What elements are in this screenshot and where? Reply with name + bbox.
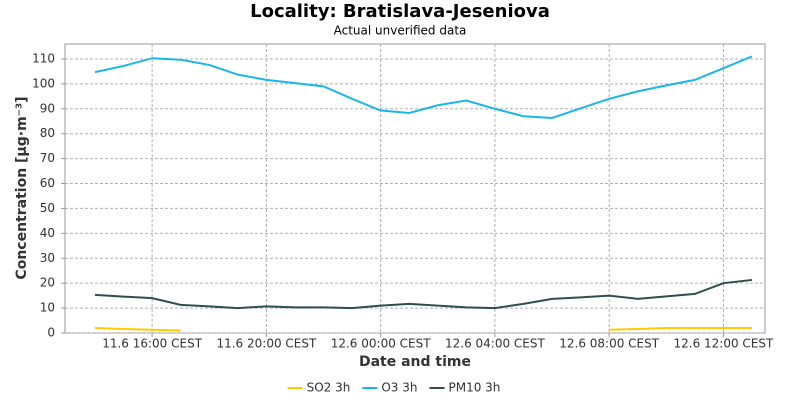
y-tick-label: 80: [40, 126, 55, 140]
x-tick-label: 12.6 04:00 CEST: [445, 337, 546, 351]
x-tick-label: 11.6 16:00 CEST: [102, 337, 203, 351]
y-tick-label: 100: [32, 76, 55, 90]
y-tick-label: 60: [40, 176, 55, 190]
legend-label: O3 3h: [381, 381, 417, 395]
chart-title: Locality: Bratislava-Jeseniova: [250, 1, 550, 22]
x-tick-label: 11.6 20:00 CEST: [216, 337, 317, 351]
x-tick-label: 12.6 08:00 CEST: [559, 337, 660, 351]
x-tick-label: 12.6 00:00 CEST: [331, 337, 432, 351]
y-axis-title: Concentration [µg·m⁻³]: [14, 96, 30, 279]
chart-subtitle: Actual unverified data: [334, 24, 467, 38]
y-tick-label: 30: [40, 251, 55, 265]
data-line: [94, 278, 753, 310]
y-tick-label: 70: [40, 151, 55, 165]
data-line: [94, 327, 752, 332]
x-axis-title: Date and time: [359, 354, 471, 370]
y-tick-label: 110: [32, 51, 55, 65]
y-tick-label: 50: [40, 201, 55, 215]
legend-label: PM10 3h: [448, 381, 500, 395]
x-tick-label: 12.6 12:00 CEST: [674, 337, 775, 351]
y-tick-label: 90: [40, 101, 55, 115]
data-line: [94, 55, 753, 120]
legend-label: SO2 3h: [307, 381, 351, 395]
y-tick-label: 0: [47, 326, 55, 340]
y-tick-label: 10: [40, 301, 55, 315]
y-tick-label: 40: [40, 226, 55, 240]
y-tick-label: 20: [40, 276, 55, 290]
